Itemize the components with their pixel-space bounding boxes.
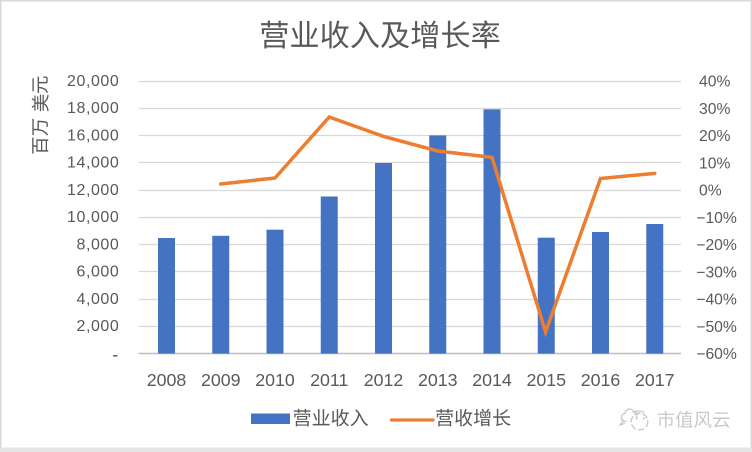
svg-text:2015: 2015 <box>526 370 566 390</box>
svg-text:−40%: −40% <box>696 292 737 309</box>
svg-text:−30%: −30% <box>696 264 737 281</box>
svg-text:2008: 2008 <box>147 370 187 390</box>
svg-text:10,000: 10,000 <box>67 209 119 226</box>
svg-text:14,000: 14,000 <box>67 155 119 172</box>
svg-text:6,000: 6,000 <box>77 264 120 281</box>
svg-text:2017: 2017 <box>635 370 675 390</box>
svg-text:0%: 0% <box>699 183 722 200</box>
svg-text:16,000: 16,000 <box>67 127 119 144</box>
svg-text:2010: 2010 <box>255 370 295 390</box>
svg-text:12,000: 12,000 <box>67 182 119 199</box>
svg-text:−50%: −50% <box>696 319 737 336</box>
svg-text:20%: 20% <box>699 128 730 145</box>
svg-text:−10%: −10% <box>696 210 737 227</box>
svg-text:30%: 30% <box>699 101 730 118</box>
svg-text:8,000: 8,000 <box>77 236 120 253</box>
svg-text:−60%: −60% <box>696 346 737 363</box>
svg-text:2009: 2009 <box>201 370 241 390</box>
svg-text:2014: 2014 <box>472 370 512 390</box>
svg-text:-: - <box>112 344 118 364</box>
svg-text:2,000: 2,000 <box>77 318 120 335</box>
svg-text:40%: 40% <box>699 74 730 91</box>
svg-text:4,000: 4,000 <box>77 291 120 308</box>
svg-text:20,000: 20,000 <box>67 73 119 90</box>
svg-text:2013: 2013 <box>418 370 458 390</box>
svg-text:18,000: 18,000 <box>67 100 119 117</box>
svg-text:2016: 2016 <box>581 370 621 390</box>
svg-text:2012: 2012 <box>364 370 404 390</box>
svg-text:−20%: −20% <box>696 237 737 254</box>
svg-text:2011: 2011 <box>310 370 348 390</box>
svg-text:10%: 10% <box>699 155 730 172</box>
